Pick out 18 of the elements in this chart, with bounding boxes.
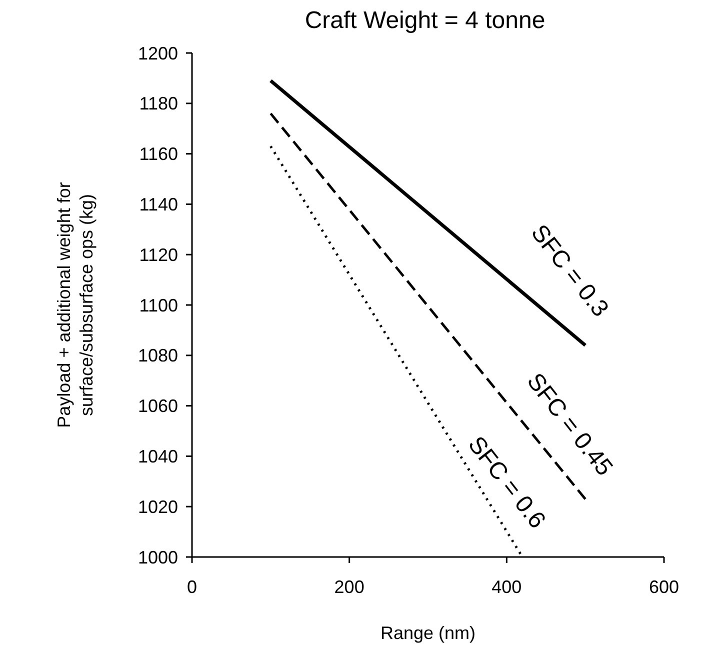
y-tick-label: 1120 <box>139 244 178 265</box>
y-tick-label: 1140 <box>139 194 178 214</box>
y-tick-label: 1020 <box>138 496 178 517</box>
y-tick-label: 1180 <box>139 94 178 114</box>
x-tick-label: 400 <box>492 577 522 597</box>
y-axis-title: Payload + additional weight for surface/subsurface ops (kg) <box>54 182 96 428</box>
x-tick-label: 600 <box>648 577 680 597</box>
y-tick-label: 1200 <box>138 43 178 64</box>
x-tick-label: 0 <box>186 577 198 597</box>
x-tick-label: 200 <box>334 577 364 597</box>
chart-title: Craft Weight = 4 tonne <box>304 7 546 34</box>
y-tick-label: 1000 <box>138 547 178 568</box>
y-tick-label: 1040 <box>138 446 178 466</box>
y-tick-label: 1060 <box>138 396 178 416</box>
y-tick-label: 1080 <box>138 346 178 366</box>
y-tick-label: 1100 <box>139 295 178 316</box>
y-tick-label: 1160 <box>139 144 178 164</box>
x-axis-title: Range (nm) <box>380 623 476 643</box>
